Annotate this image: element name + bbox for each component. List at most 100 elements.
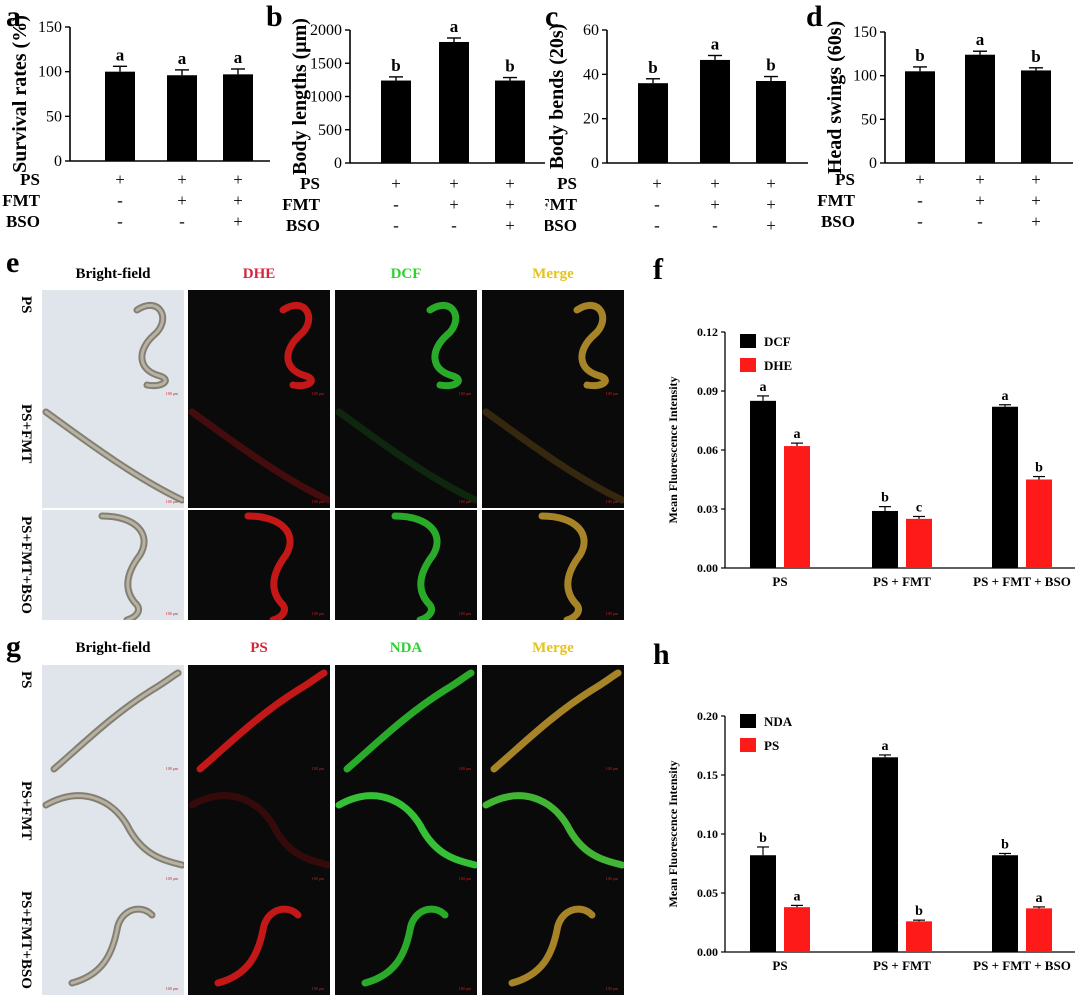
y-tick-label: 0 (869, 155, 877, 172)
micrograph-image: 100 μm (335, 398, 477, 508)
y-tick-label: 0.15 (697, 768, 718, 782)
significance-letter: a (1036, 891, 1043, 906)
micrograph-image: 100 μm (335, 665, 477, 775)
worm-shape (426, 301, 462, 390)
treatment-sign: + (915, 170, 925, 189)
panel-label-h: h (653, 638, 670, 671)
legend-swatch (740, 738, 756, 752)
scale-bar-label: 100 μm (165, 611, 178, 616)
treatment-sign: - (654, 195, 660, 214)
worm-highlight (44, 794, 184, 867)
worm-highlight (135, 303, 167, 388)
significance-letter: a (794, 889, 801, 904)
y-tick-label: 0.09 (697, 384, 718, 398)
legend-label: DHE (764, 358, 792, 373)
y-tick-label: 0 (591, 155, 599, 172)
treatment-sign: + (449, 174, 459, 193)
legend-label: NDA (764, 714, 793, 729)
y-tick-label: 0.10 (697, 827, 718, 841)
bar (1021, 70, 1051, 163)
treatment-sign: - (654, 216, 660, 235)
micrograph-image: 100 μm (482, 398, 624, 508)
significance-letter: b (648, 58, 657, 77)
micrograph-image: 100 μm (335, 290, 477, 400)
micrograph-column-header: Bright-field (75, 266, 151, 282)
treatment-sign: + (1031, 170, 1041, 189)
y-tick-label: 100 (853, 68, 877, 85)
legend-swatch (740, 358, 756, 372)
treatment-sign: + (505, 195, 515, 214)
worm-shape (538, 512, 588, 620)
scale-bar-label: 100 μm (458, 876, 471, 881)
micrograph-image: 100 μm (482, 885, 624, 995)
legend-label: DCF (764, 334, 791, 349)
worm-shape (335, 408, 477, 504)
micrograph-column-header: DHE (242, 266, 276, 282)
panel-label-c: c (545, 0, 559, 33)
y-tick-label: 20 (583, 111, 599, 128)
micrograph-column-header: Merge (532, 266, 574, 282)
treatment-row-label: BSO (821, 212, 855, 231)
significance-letter: b (1035, 461, 1043, 476)
treatment-sign: - (393, 216, 399, 235)
treatment-sign: + (505, 216, 515, 235)
significance-letter: b (1031, 47, 1040, 66)
scale-bar-label: 100 μm (458, 391, 471, 396)
micrograph-image: 100 μm (188, 665, 330, 775)
scale-bar-label: 100 μm (165, 391, 178, 396)
worm-shape (482, 408, 624, 504)
worm-shape (508, 905, 596, 987)
chart-nda-ps-fluorescence: 0.00 0.05 0.10 0.15 0.20 Mean Fluorescence In… (666, 709, 1075, 973)
treatment-row-label: FMT (545, 195, 578, 214)
worm-shape (214, 905, 302, 987)
chart-body-bends: 0 20 40 60 Body bends (20s) b a b PS + + + FMT - + + BSO… (545, 22, 808, 235)
treatment-sign: - (977, 212, 983, 231)
y-tick-label: 0.06 (697, 443, 718, 457)
worm-shape (573, 301, 609, 390)
micrograph-image: 100 μm (482, 665, 624, 775)
scale-bar-label: 100 μm (458, 499, 471, 504)
y-tick-label: 100 (38, 64, 62, 81)
bar (495, 80, 525, 163)
panel-label-e: e (6, 246, 20, 279)
significance-letter: c (916, 500, 922, 515)
micrograph-image: 100 μm (42, 775, 184, 885)
bar (872, 757, 898, 952)
micrograph-image: 100 μm (335, 885, 477, 995)
treatment-row-label: PS (557, 174, 577, 193)
micrograph-image: 100 μm (482, 775, 624, 885)
legend-label: PS (764, 738, 779, 753)
treatment-sign: + (1031, 191, 1041, 210)
significance-letter: b (1001, 837, 1009, 852)
micrograph-grid-e: Bright-field DHE DCF Merge PS 100 μm 100 μm 100… (0, 0, 640, 630)
micrograph-image: 100 μm (482, 290, 624, 400)
treatment-row-label: BSO (6, 212, 40, 231)
worm-highlight (100, 514, 146, 620)
worm-shape (335, 792, 477, 869)
treatment-sign: + (710, 195, 720, 214)
scale-bar-label: 100 μm (165, 499, 178, 504)
bar (750, 855, 776, 952)
significance-letter: b (881, 491, 889, 506)
significance-letter: b (915, 46, 924, 65)
bar (700, 59, 730, 163)
micrograph-grid-g: Bright-field PS NDA Merge PS 100 μm 100 μm 100 … (18, 640, 624, 995)
worm-shape (279, 301, 315, 390)
treatment-row-label: FMT (2, 191, 40, 210)
bar (784, 446, 810, 568)
treatment-sign: + (975, 170, 985, 189)
chart-ros-fluorescence: 0.00 0.03 0.06 0.09 0.12 Mean Fluorescence In… (666, 325, 1075, 589)
category-label: PS + FMT (873, 958, 931, 973)
bar (1026, 908, 1052, 952)
y-tick-label: 40 (583, 66, 599, 83)
y-axis-label: Body bends (20s) (546, 24, 568, 170)
category-label: PS (772, 958, 787, 973)
treatment-sign: - (117, 191, 123, 210)
micrograph-image: 100 μm (188, 290, 330, 400)
worm-shape (188, 408, 330, 504)
significance-letter: b (766, 56, 775, 75)
micrograph-image: 100 μm (335, 510, 477, 620)
scale-bar-label: 100 μm (605, 391, 618, 396)
micrograph-image: 100 μm (188, 885, 330, 995)
micrograph-image: 100 μm (335, 775, 477, 885)
